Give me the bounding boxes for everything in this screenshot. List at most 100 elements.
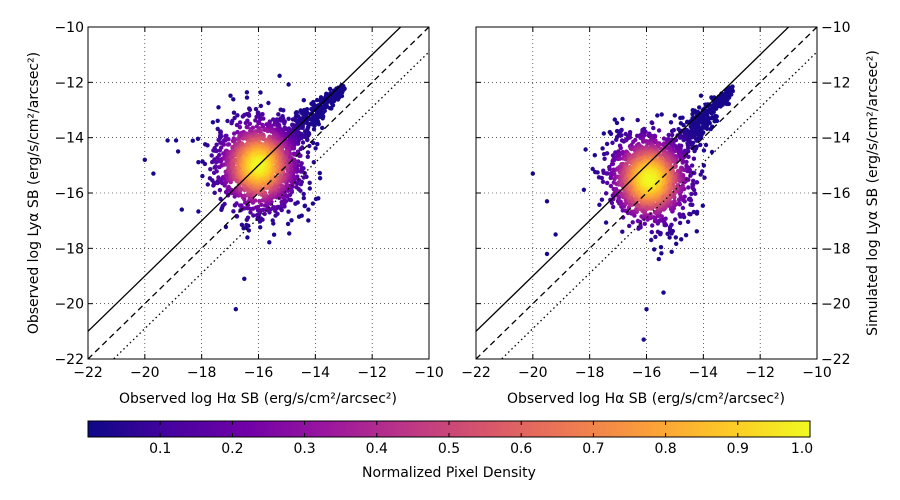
scatter-point — [590, 166, 595, 172]
scatter-point — [610, 140, 615, 145]
right-grid — [476, 27, 817, 359]
scatter-point — [684, 120, 690, 125]
left-x-tick-label: −14 — [301, 365, 331, 381]
scatter-point — [320, 110, 326, 116]
scatter-point — [296, 214, 302, 219]
scatter-point — [313, 146, 318, 151]
scatter-point — [219, 145, 224, 150]
scatter-point — [226, 142, 232, 147]
colorbar-tick-labels: 0.1 0.2 0.3 0.4 0.5 0.6 0.7 0.8 0.9 1.0 — [149, 441, 813, 457]
scatter-point — [226, 137, 231, 142]
scatter-point — [271, 232, 277, 237]
scatter-point — [261, 207, 266, 212]
left-x-axis-label: Observed log Hα SB (erg/s/cm²/arcsec²) — [119, 391, 397, 407]
scatter-point — [618, 145, 623, 151]
left-x-tick-label: −12 — [357, 365, 387, 381]
scatter-point — [218, 196, 223, 202]
right-y-tick-label: −10 — [821, 20, 851, 36]
scatter-point — [305, 150, 311, 155]
scatter-point — [175, 149, 181, 154]
scatter-point — [605, 180, 610, 186]
scatter-point — [231, 209, 236, 214]
scatter-point — [301, 175, 306, 180]
scatter-point — [218, 134, 224, 139]
right-ticks — [475, 26, 818, 360]
left-ticks — [87, 26, 430, 360]
scatter-point — [686, 145, 691, 151]
colorbar-tick-label: 1.0 — [791, 441, 813, 457]
scatter-point — [309, 101, 314, 106]
scatter-point — [624, 208, 630, 214]
scatter-point — [674, 241, 679, 246]
scatter-point — [215, 179, 220, 184]
scatter-point — [685, 219, 691, 224]
scatter-point — [237, 125, 243, 130]
right-x-tick-label: −20 — [518, 365, 548, 381]
scatter-point — [253, 118, 258, 123]
scatter-point — [604, 141, 610, 147]
scatter-point — [613, 186, 619, 192]
scatter-point — [299, 110, 304, 115]
scatter-point — [303, 130, 309, 136]
scatter-point — [694, 180, 700, 185]
scatter-point — [278, 118, 283, 123]
scatter-point — [623, 157, 628, 162]
scatter-point — [243, 200, 248, 205]
scatter-point — [616, 194, 622, 200]
scatter-point — [694, 229, 699, 234]
right-x-tick-label: −12 — [745, 365, 775, 381]
scatter-point — [296, 159, 301, 164]
scatter-point — [620, 229, 625, 234]
scatter-point — [632, 213, 637, 218]
scatter-point — [607, 166, 612, 172]
scatter-point — [215, 126, 220, 132]
scatter-point — [635, 218, 641, 224]
left-scatter-panel: −22 −20 −18 −16 −14 −12 −10 −22 −20 −18 … — [26, 20, 444, 407]
scatter-point — [248, 210, 253, 215]
scatter-point — [246, 113, 252, 118]
scatter-point — [709, 149, 715, 155]
scatter-point — [666, 132, 671, 138]
reference-line-solid — [476, 27, 790, 332]
right-x-tick-label: −16 — [632, 365, 662, 381]
scatter-point — [631, 209, 636, 214]
scatter-point — [686, 185, 691, 190]
scatter-point — [544, 199, 550, 204]
scatter-point — [317, 176, 323, 181]
scatter-point — [639, 214, 644, 219]
scatter-point — [650, 120, 655, 126]
scatter-point — [667, 235, 672, 240]
scatter-point — [609, 200, 615, 206]
right-y-tick-label: −20 — [821, 297, 851, 313]
scatter-point — [678, 121, 684, 126]
scatter-point — [683, 233, 689, 238]
scatter-point — [641, 337, 646, 342]
right-y-tick-label: −14 — [821, 131, 851, 147]
scatter-point — [214, 169, 219, 174]
scatter-point — [270, 218, 275, 223]
scatter-point — [243, 120, 248, 126]
scatter-point — [208, 167, 213, 172]
colorbar-ticks — [159, 421, 811, 437]
scatter-point — [701, 163, 707, 168]
scatter-point — [642, 221, 647, 226]
scatter-point — [653, 234, 658, 240]
scatter-point — [672, 198, 677, 204]
scatter-point — [302, 203, 308, 208]
reference-line-dotted — [112, 51, 429, 359]
scatter-point — [627, 223, 632, 229]
scatter-point — [600, 146, 605, 151]
scatter-point — [278, 107, 283, 112]
scatter-point — [301, 98, 306, 103]
scatter-point — [680, 205, 686, 211]
scatter-point — [690, 108, 695, 113]
scatter-point — [259, 202, 264, 207]
scatter-point — [698, 172, 703, 177]
scatter-point — [688, 202, 693, 207]
scatter-point — [599, 175, 604, 181]
scatter-point — [603, 191, 609, 196]
scatter-point — [289, 218, 294, 223]
scatter-point — [627, 135, 633, 140]
scatter-point — [307, 143, 312, 149]
right-y-tick-label: −18 — [821, 241, 851, 257]
